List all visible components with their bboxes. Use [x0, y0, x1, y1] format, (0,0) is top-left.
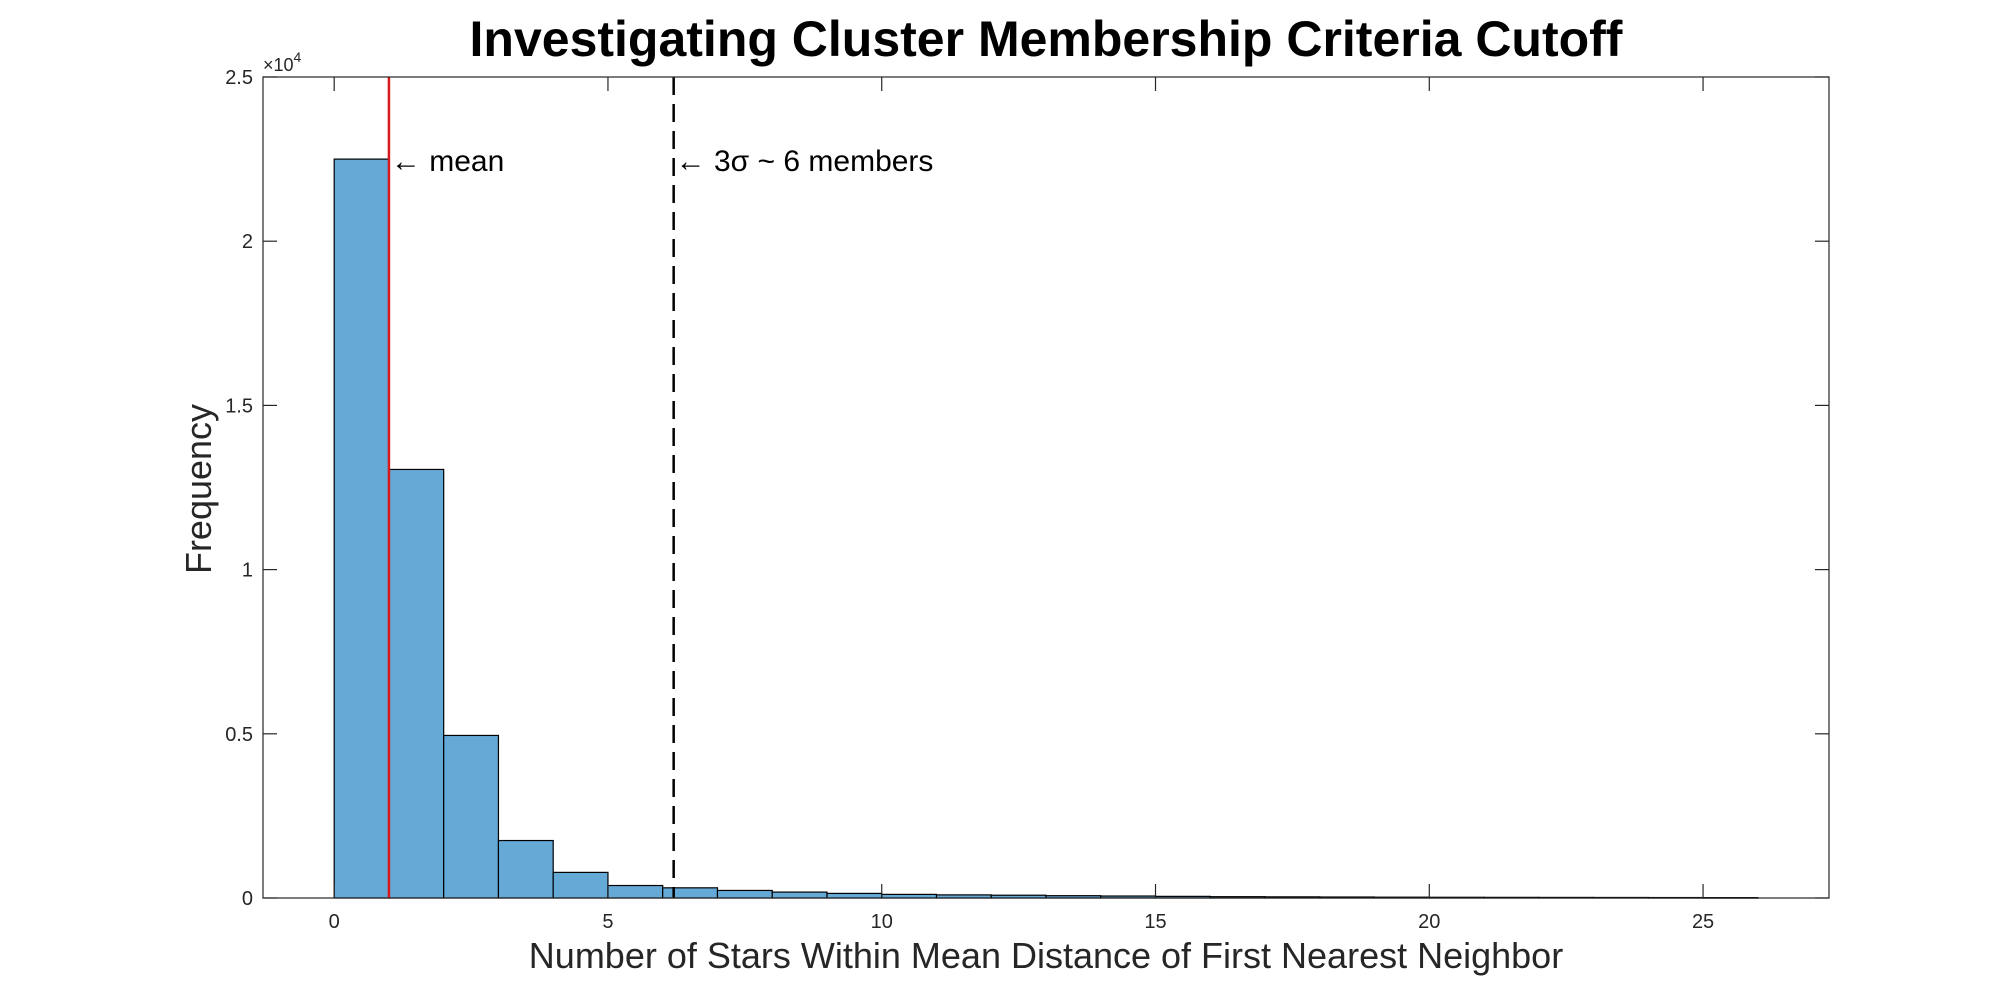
y-exponent-power: 4 — [294, 49, 302, 65]
axes-layer: 0 5 10 15 20 25 0 0.5 1 1.5 2 2.5 — [225, 67, 1830, 933]
histogram-bar — [662, 887, 719, 899]
y-tick-label: 0.5 — [225, 724, 253, 746]
histogram-bar — [552, 871, 609, 899]
y-axis-label: Frequency — [178, 404, 219, 574]
histogram-bar — [497, 839, 554, 899]
x-tick-label: 15 — [1144, 911, 1166, 933]
bars-layer — [333, 158, 1759, 899]
x-tick-label: 25 — [1692, 911, 1714, 933]
reference-lines-layer — [387, 77, 675, 898]
histogram-bar — [826, 892, 883, 899]
histogram-bar — [607, 884, 664, 899]
x-tick-label: 5 — [602, 911, 613, 933]
three-sigma-annotation: ← 3σ ~ 6 members — [676, 145, 934, 178]
x-tick-label: 0 — [329, 911, 340, 933]
y-tick-label: 1.5 — [225, 395, 253, 417]
x-tick-label: 20 — [1418, 911, 1440, 933]
y-tick-label: 1 — [242, 560, 253, 582]
y-tick-label: 0 — [242, 888, 253, 910]
y-tick-label: 2 — [242, 231, 253, 253]
y-axis-exponent-label: ×104 — [263, 49, 302, 75]
histogram-bar — [771, 891, 828, 899]
x-tick-label: 10 — [871, 911, 893, 933]
annotations-layer: ← mean ← 3σ ~ 6 members — [391, 145, 934, 178]
x-axis-label: Number of Stars Within Mean Distance of … — [529, 935, 1563, 976]
histogram-bar — [333, 158, 390, 899]
y-tick-label: 2.5 — [225, 67, 253, 89]
histogram-bar — [388, 468, 445, 899]
plot-frame — [262, 76, 1830, 899]
y-exponent-base: ×10 — [263, 55, 294, 75]
histogram-bar — [443, 734, 500, 899]
chart-title: Investigating Cluster Membership Criteri… — [470, 11, 1623, 67]
histogram-bar — [716, 889, 773, 899]
mean-annotation: ← mean — [391, 145, 504, 178]
